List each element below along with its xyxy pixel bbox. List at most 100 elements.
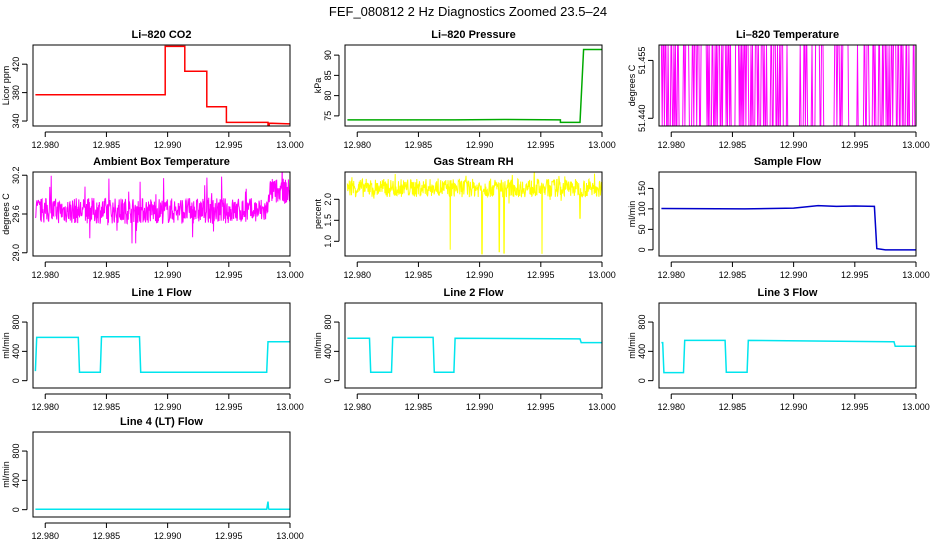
chart-panel: Line 2 Flow 12.980 12.985 12.990 12.995 13.00… bbox=[313, 287, 616, 412]
y-tick-label: 380 bbox=[11, 85, 21, 100]
chart-panel: Line 1 Flow 12.980 12.985 12.990 12.995 13.00… bbox=[1, 287, 304, 412]
y-tick-label: 29.0 bbox=[11, 244, 21, 262]
y-tick-label: 2.0 bbox=[323, 193, 333, 206]
y-tick-label: 75 bbox=[323, 111, 333, 121]
y-axis: 340 380 420 bbox=[11, 57, 28, 129]
plot-area bbox=[660, 45, 916, 126]
y-axis: 1.0 1.5 2.0 bbox=[323, 193, 340, 248]
x-tick-label: 13.000 bbox=[276, 140, 304, 150]
plot-area bbox=[347, 48, 602, 124]
x-axis: 12.980 12.985 12.990 12.995 13.000 bbox=[31, 393, 304, 412]
panel-title: Line 1 Flow bbox=[132, 287, 192, 299]
chart-panel: Gas Stream RH 12.980 12.985 12.990 12.995 13.… bbox=[313, 156, 616, 280]
x-tick-label: 13.000 bbox=[902, 270, 930, 280]
x-tick-label: 13.000 bbox=[276, 531, 304, 540]
y-axis-label: kPa bbox=[313, 78, 323, 94]
x-tick-label: 12.995 bbox=[215, 531, 243, 540]
x-tick-label: 12.985 bbox=[93, 531, 121, 540]
y-tick-label: 0 bbox=[637, 378, 647, 383]
x-axis: 12.980 12.985 12.990 12.995 13.000 bbox=[343, 131, 616, 150]
chart-panel: Sample Flow 12.980 12.985 12.990 12.995 13.00… bbox=[627, 156, 930, 280]
figure-title: FEF_080812 2 Hz Diagnostics Zoomed 23.5–… bbox=[329, 4, 607, 19]
x-tick-label: 12.985 bbox=[93, 402, 121, 412]
x-tick-label: 12.980 bbox=[343, 270, 371, 280]
y-tick-label: 800 bbox=[11, 315, 21, 330]
plot-frame bbox=[344, 302, 603, 389]
plot-frame bbox=[658, 302, 917, 389]
panel-title: Ambient Box Temperature bbox=[93, 156, 230, 168]
x-tick-label: 12.995 bbox=[527, 270, 555, 280]
y-tick-label: 80 bbox=[323, 91, 333, 101]
x-axis: 12.980 12.985 12.990 12.995 13.000 bbox=[31, 261, 304, 280]
x-tick-label: 12.990 bbox=[154, 402, 182, 412]
y-axis: 0 400 800 bbox=[11, 444, 28, 512]
x-tick-label: 12.980 bbox=[343, 402, 371, 412]
panel-title: Gas Stream RH bbox=[433, 156, 513, 168]
x-tick-label: 12.985 bbox=[719, 402, 747, 412]
y-tick-label: 0 bbox=[323, 378, 333, 383]
panel-title: Sample Flow bbox=[754, 156, 822, 168]
y-tick-label: 800 bbox=[323, 315, 333, 330]
y-axis: 51.440 51.455 bbox=[637, 47, 654, 133]
plot-frame bbox=[658, 171, 917, 257]
plot-frame bbox=[32, 302, 291, 389]
y-axis: 0 400 800 bbox=[323, 315, 340, 383]
x-tick-label: 12.985 bbox=[719, 270, 747, 280]
x-tick-label: 12.995 bbox=[841, 140, 869, 150]
x-tick-label: 12.995 bbox=[215, 270, 243, 280]
chart-panel: Line 4 (LT) Flow 12.980 12.985 12.990 12.995… bbox=[1, 416, 304, 540]
plot-frame bbox=[32, 431, 291, 518]
x-tick-label: 12.980 bbox=[657, 140, 685, 150]
y-axis-label: ml/min bbox=[627, 332, 637, 359]
y-tick-label: 50 bbox=[637, 224, 647, 234]
y-tick-label: 51.440 bbox=[637, 105, 647, 133]
plot-area bbox=[34, 335, 290, 373]
x-tick-label: 12.980 bbox=[657, 402, 685, 412]
y-tick-label: 400 bbox=[11, 344, 21, 359]
y-axis-label: Licor ppm bbox=[1, 66, 11, 106]
x-axis: 12.980 12.985 12.990 12.995 13.000 bbox=[657, 393, 930, 412]
y-axis-label: ml/min bbox=[627, 201, 637, 228]
series-line bbox=[35, 45, 290, 126]
y-tick-label: 0 bbox=[637, 247, 647, 252]
x-tick-label: 12.980 bbox=[31, 270, 59, 280]
plot-area bbox=[661, 204, 916, 251]
x-tick-label: 13.000 bbox=[588, 402, 616, 412]
x-tick-label: 12.995 bbox=[215, 140, 243, 150]
series-line bbox=[661, 204, 916, 251]
x-tick-label: 12.990 bbox=[780, 402, 808, 412]
series-line bbox=[347, 336, 602, 373]
y-tick-label: 420 bbox=[11, 57, 21, 72]
x-tick-label: 12.985 bbox=[405, 402, 433, 412]
chart-panel: Line 3 Flow 12.980 12.985 12.990 12.995 13.00… bbox=[627, 287, 930, 412]
chart-panel: Li–820 CO2 12.980 12.985 12.990 12.995 13.000… bbox=[1, 29, 304, 150]
series-line bbox=[661, 339, 916, 374]
y-tick-label: 90 bbox=[323, 50, 333, 60]
x-tick-label: 12.990 bbox=[154, 140, 182, 150]
y-axis-label: ml/min bbox=[1, 332, 11, 359]
y-tick-label: 800 bbox=[637, 315, 647, 330]
y-tick-label: 800 bbox=[11, 444, 21, 459]
x-tick-label: 12.990 bbox=[780, 140, 808, 150]
x-tick-label: 13.000 bbox=[902, 140, 930, 150]
y-tick-label: 400 bbox=[11, 473, 21, 488]
y-axis: 75 80 85 90 bbox=[323, 50, 340, 121]
x-tick-label: 13.000 bbox=[276, 270, 304, 280]
panel-title: Line 4 (LT) Flow bbox=[120, 416, 203, 428]
plot-area bbox=[35, 501, 290, 511]
y-tick-label: 51.455 bbox=[637, 47, 647, 75]
series-line bbox=[35, 501, 290, 511]
panel-title: Li–820 Pressure bbox=[431, 29, 515, 41]
x-tick-label: 12.980 bbox=[343, 140, 371, 150]
y-axis-label: ml/min bbox=[1, 461, 11, 488]
x-tick-label: 12.990 bbox=[154, 531, 182, 540]
plot-area bbox=[34, 172, 290, 244]
y-tick-label: 1.0 bbox=[323, 235, 333, 248]
plot-area bbox=[346, 172, 602, 255]
x-tick-label: 12.990 bbox=[154, 270, 182, 280]
x-tick-label: 12.995 bbox=[841, 402, 869, 412]
x-tick-label: 12.995 bbox=[527, 140, 555, 150]
plot-frame bbox=[344, 44, 603, 127]
plot-area bbox=[35, 45, 290, 126]
x-axis: 12.980 12.985 12.990 12.995 13.000 bbox=[343, 261, 616, 280]
